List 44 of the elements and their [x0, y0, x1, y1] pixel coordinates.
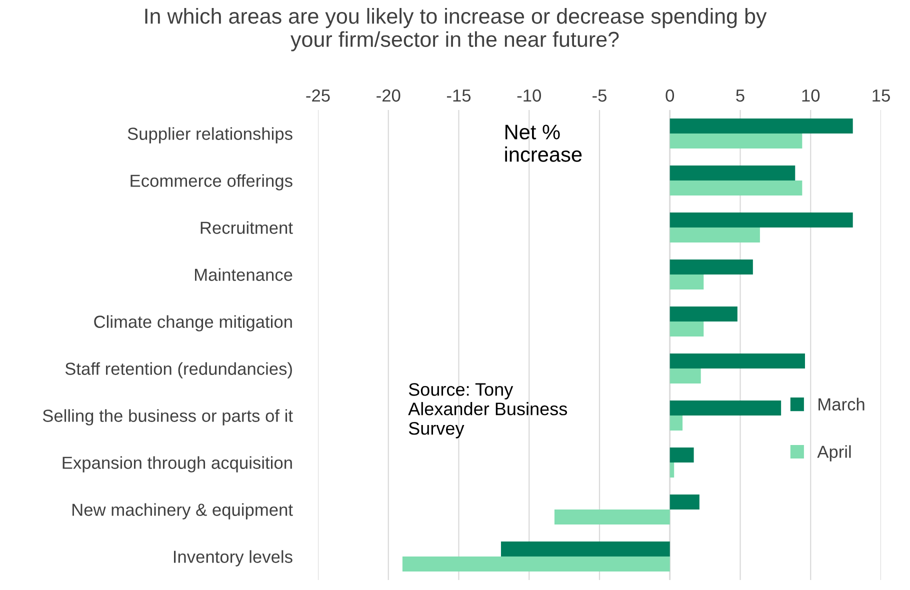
y-tick-label: Inventory levels	[174, 550, 292, 566]
x-tick-label: -15	[446, 90, 471, 102]
bar	[670, 494, 700, 510]
bar	[670, 212, 853, 228]
bar	[670, 180, 802, 196]
x-tick-label: 0	[666, 89, 674, 102]
y-tick-label: Selling the business or parts of it	[42, 409, 293, 426]
bar	[670, 462, 674, 478]
bar	[670, 400, 782, 416]
bar	[670, 322, 704, 337]
x-tick-label: 15	[872, 90, 890, 102]
bar	[500, 541, 670, 556]
legend-label: April	[817, 445, 851, 462]
bar	[670, 228, 760, 243]
y-tick-label: Ecommerce offerings	[130, 174, 292, 190]
y-tick-label: Climate change mitigation	[94, 315, 292, 332]
x-tick-label: -5	[592, 90, 606, 102]
legend-label: March	[818, 398, 864, 411]
y-tick-label: New machinery & equipment	[72, 503, 293, 520]
x-tick-label: -20	[376, 89, 400, 102]
bar	[670, 447, 694, 462]
x-tick-label: -10	[517, 89, 541, 102]
bar	[670, 353, 805, 368]
x-tick-label: -25	[306, 89, 330, 102]
bar	[670, 165, 796, 180]
bar	[670, 118, 853, 134]
y-tick-label: Maintenance	[195, 268, 292, 281]
x-tick-label: 10	[802, 89, 820, 102]
y-tick-label: Supplier relationships	[128, 127, 292, 144]
bar	[402, 556, 670, 572]
bar	[670, 259, 753, 274]
y-tick-label: Staff retention (redundancies)	[65, 362, 292, 378]
bar	[670, 416, 683, 431]
x-tick-label: 5	[736, 90, 744, 102]
bar	[554, 510, 670, 525]
bar	[670, 134, 802, 149]
chart-title: In which areas are you likely to increase or decrease spending by your firm/sector in the near future?	[145, 8, 767, 52]
bar	[670, 368, 701, 384]
y-tick-label: Expansion through acquisition	[62, 456, 292, 472]
annotation: Source: Tony Alexander Business Survey	[408, 383, 568, 438]
annotation: Net % increase	[505, 124, 582, 162]
y-tick-label: Recruitment	[200, 221, 293, 234]
bar	[670, 274, 704, 290]
bar	[670, 306, 738, 322]
